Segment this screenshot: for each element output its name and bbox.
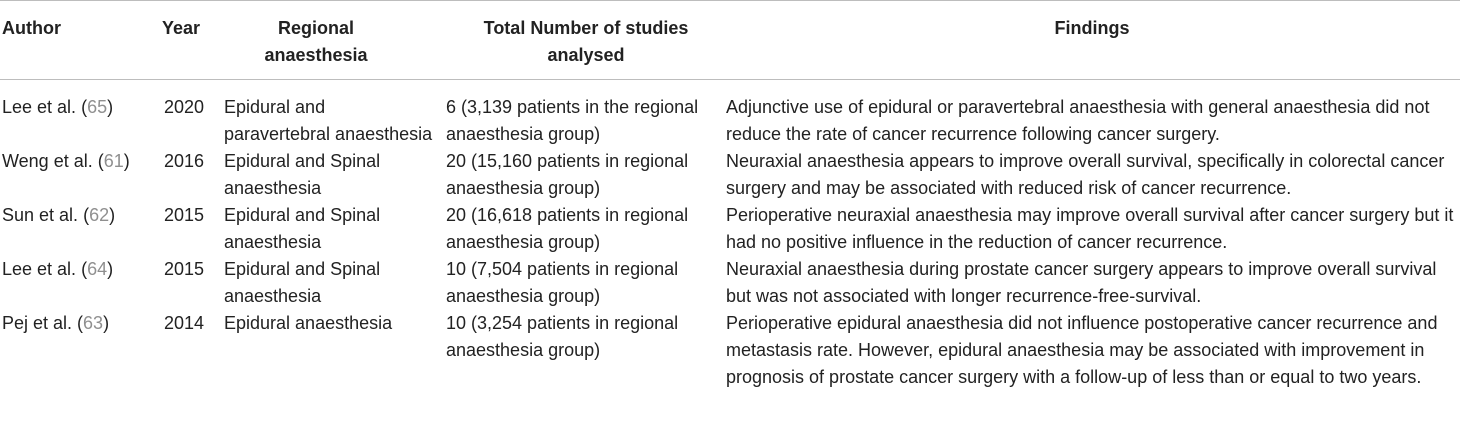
- table-header: Author Year Regional anaesthesia Total N…: [0, 0, 1460, 80]
- author-name: Sun et al.: [2, 205, 79, 225]
- table-row: Pej et al. (63) 2014 Epidural anaesthesi…: [0, 310, 1460, 391]
- author-cell: Lee et al. (65): [2, 97, 114, 117]
- year-cell: 2014: [164, 313, 205, 333]
- findings-cell: Perioperative epidural anaesthesia did n…: [726, 313, 1438, 387]
- total-studies-cell: 20 (16,618 patients in regional anaesthe…: [446, 205, 689, 252]
- year-cell: 2016: [164, 151, 205, 171]
- header-author: Author: [2, 18, 61, 38]
- total-studies-cell: 10 (7,504 patients in regional anaesthes…: [446, 259, 679, 306]
- header-regional-anaesthesia: Regional anaesthesia: [264, 18, 368, 65]
- author-cell: Sun et al. (62): [2, 205, 116, 225]
- reference-link[interactable]: 62: [89, 205, 110, 225]
- header-year: Year: [162, 18, 201, 38]
- year-cell: 2015: [164, 259, 205, 279]
- author-cell: Lee et al. (64): [2, 259, 114, 279]
- author-name: Pej et al.: [2, 313, 73, 333]
- findings-cell: Neuraxial anaesthesia during prostate ca…: [726, 259, 1437, 306]
- reference-link[interactable]: 64: [87, 259, 108, 279]
- year-cell: 2015: [164, 205, 205, 225]
- reference-link[interactable]: 63: [83, 313, 104, 333]
- regional-anaesthesia-cell: Epidural and paravertebral anaesthesia: [224, 97, 433, 144]
- table-row: Weng et al. (61) 2016 Epidural and Spina…: [0, 148, 1460, 202]
- author-cell: Weng et al. (61): [2, 151, 130, 171]
- findings-cell: Perioperative neuraxial anaesthesia may …: [726, 205, 1454, 252]
- total-studies-cell: 10 (3,254 patients in regional anaesthes…: [446, 313, 679, 360]
- regional-anaesthesia-cell: Epidural anaesthesia: [224, 313, 393, 333]
- author-name: Weng et al.: [2, 151, 93, 171]
- total-studies-cell: 20 (15,160 patients in regional anaesthe…: [446, 151, 689, 198]
- table-row: Lee et al. (65) 2020 Epidural and parave…: [0, 80, 1460, 149]
- reference-link[interactable]: 61: [103, 151, 124, 171]
- header-row: Author Year Regional anaesthesia Total N…: [0, 0, 1460, 80]
- findings-cell: Adjunctive use of epidural or paraverteb…: [726, 97, 1430, 144]
- total-studies-cell: 6 (3,139 patients in the regional anaest…: [446, 97, 699, 144]
- regional-anaesthesia-cell: Epidural and Spinal anaesthesia: [224, 205, 381, 252]
- author-cell: Pej et al. (63): [2, 313, 110, 333]
- reference-link[interactable]: 65: [87, 97, 108, 117]
- studies-table: Author Year Regional anaesthesia Total N…: [0, 0, 1460, 392]
- header-total-studies: Total Number of studies analysed: [483, 18, 689, 65]
- table-body: Lee et al. (65) 2020 Epidural and parave…: [0, 80, 1460, 392]
- regional-anaesthesia-cell: Epidural and Spinal anaesthesia: [224, 151, 381, 198]
- regional-anaesthesia-cell: Epidural and Spinal anaesthesia: [224, 259, 381, 306]
- author-name: Lee et al.: [2, 97, 77, 117]
- header-findings: Findings: [1054, 18, 1130, 38]
- year-cell: 2020: [164, 97, 205, 117]
- findings-cell: Neuraxial anaesthesia appears to improve…: [726, 151, 1445, 198]
- author-name: Lee et al.: [2, 259, 77, 279]
- table-row: Sun et al. (62) 2015 Epidural and Spinal…: [0, 202, 1460, 256]
- table-row: Lee et al. (64) 2015 Epidural and Spinal…: [0, 256, 1460, 310]
